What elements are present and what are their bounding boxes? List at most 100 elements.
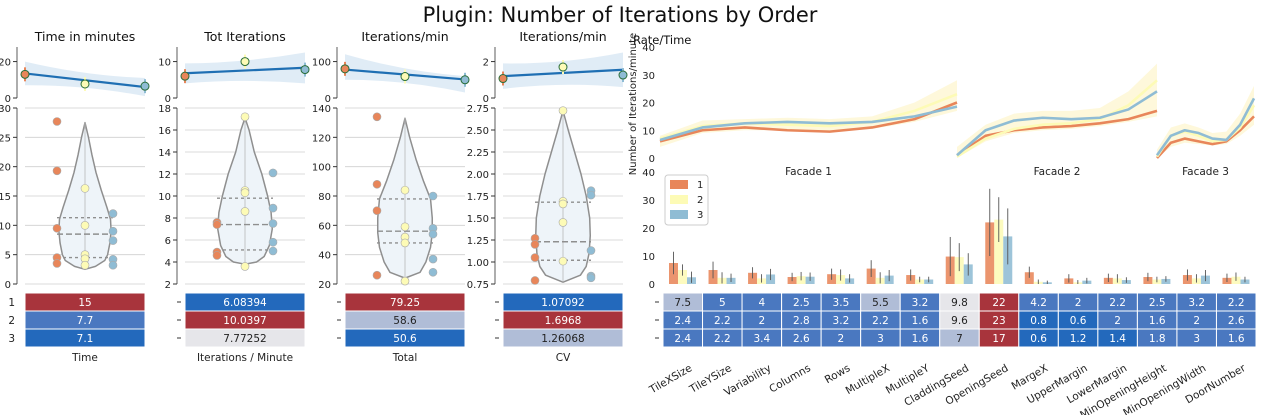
panel1-vio-ytick-label: 25 bbox=[0, 133, 11, 144]
panel2-reg-point bbox=[240, 57, 250, 67]
panel4-violin-point bbox=[558, 218, 568, 227]
param-table-value: 3.2 bbox=[1188, 297, 1205, 309]
param-table-value: 2.5 bbox=[793, 297, 810, 309]
panel3-violin-point bbox=[400, 276, 410, 286]
rate-ytick-label: 20 bbox=[642, 99, 655, 110]
panel4-title: Iterations/min bbox=[519, 29, 606, 44]
panel1-vio-ytick-label: 30 bbox=[0, 104, 11, 115]
param-table-value: 2 bbox=[1114, 315, 1121, 327]
panel3-table-cell bbox=[344, 328, 466, 348]
param-table-value: 2 bbox=[1193, 315, 1200, 327]
panel4-vio-ytick-label: 2.75 bbox=[467, 104, 489, 115]
panel4-vio-ytick-label: 0.75 bbox=[467, 280, 489, 291]
panel1-reg-point bbox=[140, 81, 150, 91]
panel1-reg-ytick-label: 20 bbox=[0, 58, 11, 69]
param-table-cell bbox=[1215, 328, 1257, 348]
rate-facet-label: Facade 3 bbox=[1182, 166, 1229, 178]
panel1-violin-point bbox=[52, 223, 62, 233]
panel2-reg-point bbox=[300, 65, 310, 75]
param-table-value: 9.8 bbox=[951, 297, 968, 309]
panel3-violin-point bbox=[400, 185, 410, 195]
panel2-violin-point bbox=[212, 251, 222, 260]
bar-ytick-label: 10 bbox=[642, 252, 655, 263]
bar-ytick-label: 40 bbox=[642, 168, 655, 179]
panel3-table-value: 79.25 bbox=[390, 297, 420, 309]
rate-line-order-3 bbox=[1155, 97, 1256, 156]
panel3-violin-point bbox=[372, 112, 382, 122]
panel4-reg-ytick-label: 2 bbox=[483, 58, 489, 69]
param-table-value: 7.5 bbox=[674, 297, 691, 309]
panel4-vio-ytick-label: 1.25 bbox=[467, 236, 489, 247]
panel4-reg-point bbox=[558, 62, 568, 72]
bar-ytick-label: 20 bbox=[642, 224, 655, 235]
param-table-value: 3 bbox=[1193, 333, 1200, 345]
rate-ytick-label: 30 bbox=[642, 71, 655, 82]
panel2-title: Tot Iterations bbox=[203, 29, 286, 44]
param-table-value: 1.6 bbox=[1228, 333, 1245, 345]
panel4-table-value: 1.07092 bbox=[541, 297, 584, 309]
param-table-value: 2.2 bbox=[1228, 297, 1245, 309]
param-xtick-label: Rows bbox=[823, 362, 853, 386]
panel3-reg-ytick-label: 0 bbox=[325, 94, 331, 105]
panel4-violin-point bbox=[586, 273, 596, 283]
param-table-value: 1.4 bbox=[1109, 333, 1126, 345]
param-table-value: 2 bbox=[758, 315, 765, 327]
panel2-violin-point bbox=[240, 112, 250, 122]
param-table-value: 1.6 bbox=[912, 333, 929, 345]
panel1-reg-point bbox=[80, 79, 90, 89]
panel3-vio-ytick-label: 120 bbox=[312, 133, 331, 144]
param-table-value: 4 bbox=[758, 297, 765, 309]
panel1-table-value: 7.1 bbox=[77, 333, 94, 345]
panel1-violin-point bbox=[108, 226, 118, 236]
rate-line-order-3 bbox=[659, 105, 958, 142]
param-table-value: 0.8 bbox=[1030, 315, 1047, 327]
panel4-reg-point bbox=[498, 74, 508, 84]
panel4-vio-ytick-label: 1.00 bbox=[467, 258, 489, 269]
panel2-vio-ytick-label: 4 bbox=[165, 258, 171, 269]
param-table-value: 2.5 bbox=[1149, 297, 1166, 309]
panel2-violin-point bbox=[268, 237, 278, 247]
panel2-reg-point bbox=[180, 71, 190, 81]
rate-line-order-3 bbox=[956, 90, 1158, 157]
rate-facet-band bbox=[660, 80, 957, 147]
panel3-vio-ytick-label: 80 bbox=[318, 192, 331, 203]
panel1-violin-point bbox=[80, 221, 90, 230]
param-table-value: 3.4 bbox=[753, 333, 770, 345]
panel3-violin-point bbox=[428, 254, 438, 264]
panel2-reg-ytick-label: 10 bbox=[158, 58, 171, 69]
param-table-value: 2.2 bbox=[872, 315, 889, 327]
panel1-reg-ytick-label: 0 bbox=[5, 94, 11, 105]
param-table-value: 2.6 bbox=[1228, 315, 1245, 327]
rate-title: Rate/Time bbox=[633, 33, 691, 47]
legend-swatch-2 bbox=[670, 195, 688, 204]
panel2-vio-ytick-label: 6 bbox=[165, 236, 171, 247]
panel2-violin-point bbox=[268, 219, 278, 228]
panel1-violin-point bbox=[80, 184, 90, 193]
panel1-vio-ytick-label: 15 bbox=[0, 192, 11, 203]
panel4-reg-point bbox=[618, 70, 628, 80]
bar-MargeX-order-1 bbox=[1024, 272, 1034, 284]
table-row-label: 2 bbox=[8, 315, 15, 327]
panel1-violin-point bbox=[108, 209, 118, 218]
panel3-vio-ytick-label: 100 bbox=[312, 163, 331, 174]
panel1-violin-point bbox=[52, 259, 62, 268]
panel4-violin-point bbox=[558, 106, 568, 115]
param-table-value: 3.2 bbox=[912, 297, 929, 309]
panel3-vio-ytick-label: 20 bbox=[318, 280, 331, 291]
panel3-table-value: 50.6 bbox=[393, 333, 417, 345]
panel2-violin-point bbox=[268, 203, 278, 213]
param-table-value: 2.2 bbox=[714, 333, 731, 345]
legend-label: 2 bbox=[697, 195, 703, 206]
panel4-vio-ytick-label: 2.50 bbox=[467, 126, 489, 137]
panel3-reg-point bbox=[400, 72, 410, 82]
panel3-violin-point bbox=[372, 270, 382, 280]
panel1-reg-point bbox=[20, 69, 30, 79]
param-xtick-label: TileXSize bbox=[647, 362, 695, 396]
param-table-value: 1.2 bbox=[1070, 333, 1087, 345]
param-table-value: 1.6 bbox=[912, 315, 929, 327]
param-table-value: 22 bbox=[992, 297, 1005, 309]
rate-facet-band bbox=[957, 63, 1157, 158]
rate-line-order-1 bbox=[1156, 115, 1255, 159]
panel3-violin-point bbox=[428, 267, 438, 277]
